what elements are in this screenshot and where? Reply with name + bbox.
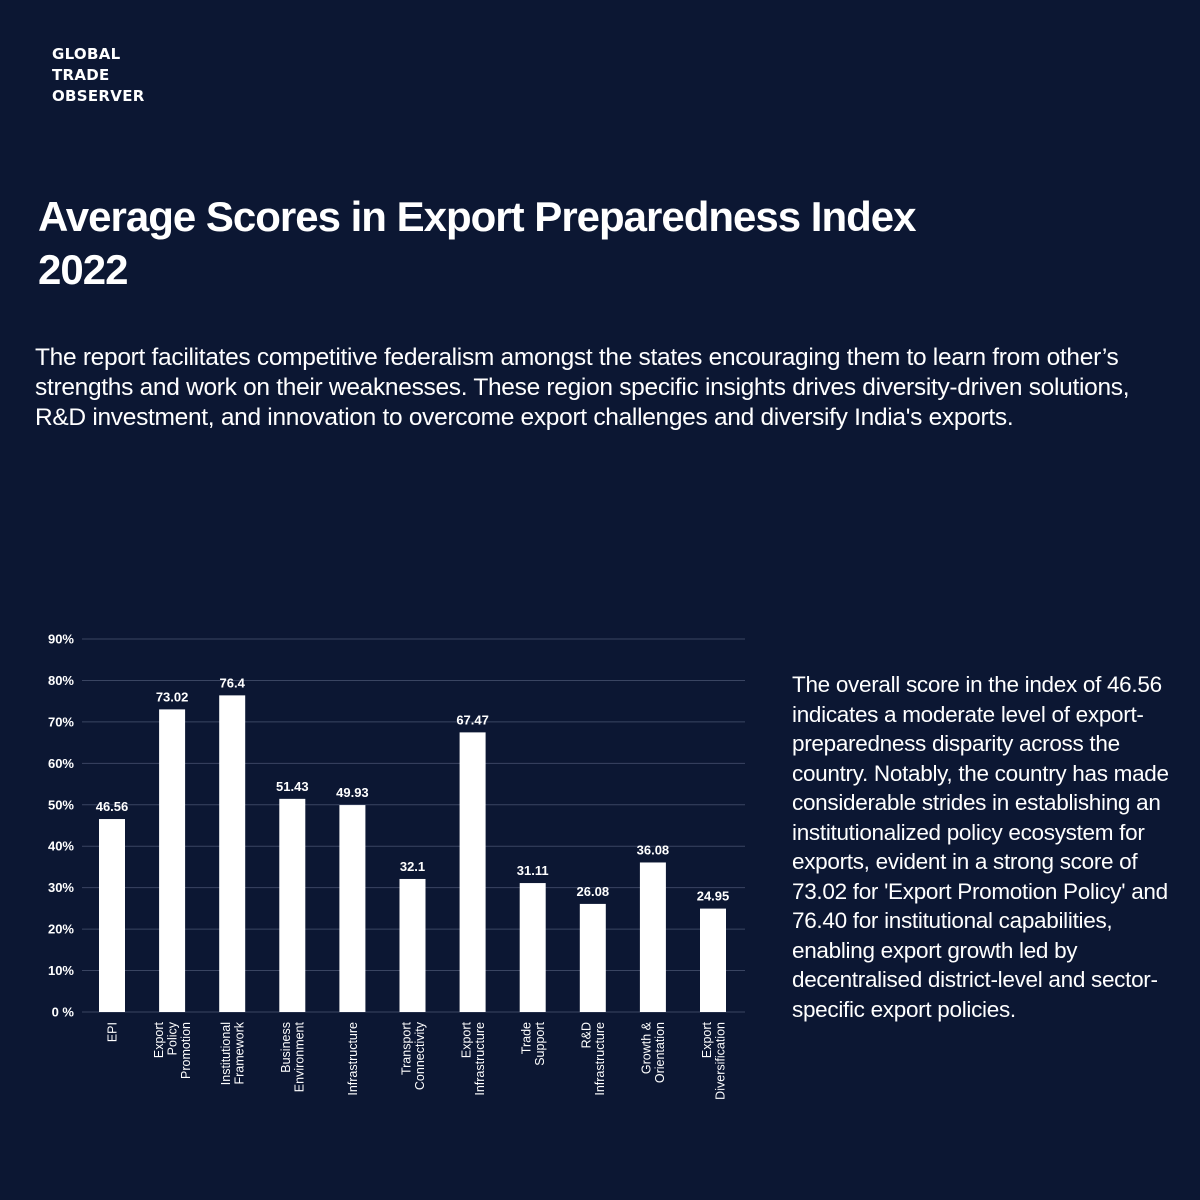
data-label: 24.95: [697, 889, 730, 904]
x-tick-label-line: Growth &: [640, 1021, 654, 1074]
x-tick-label: R&D Infrastructure: [580, 1022, 608, 1096]
bar: [579, 903, 606, 1012]
y-tick-label: 40%: [48, 839, 74, 854]
data-label: 67.47: [456, 712, 489, 727]
bar: [639, 862, 666, 1012]
x-tick-label-line: EPI: [106, 1022, 120, 1042]
data-label: 31.11: [517, 863, 549, 878]
page-title: Average Scores in Export Preparedness In…: [38, 190, 1138, 296]
x-tick-label: Export Policy Promotion: [152, 1021, 193, 1079]
data-label: 32.1: [400, 859, 425, 874]
x-tick-label: Business Environment: [279, 1021, 307, 1092]
y-tick-label: 20%: [48, 922, 74, 937]
data-label: 73.02: [156, 689, 189, 704]
x-tick-label: Export Diversification: [700, 1021, 728, 1099]
data-label: 46.56: [96, 799, 129, 814]
brand-line: OBSERVER: [52, 87, 145, 105]
bar: [99, 819, 125, 1012]
x-tick-label-line: Policy: [166, 1021, 180, 1055]
x-tick-label-line: Export: [459, 1021, 473, 1058]
brand-line: GLOBAL: [52, 45, 121, 63]
brand-logo: GLOBAL TRADE OBSERVER: [52, 44, 145, 107]
bar: [399, 878, 426, 1012]
x-tick-label-line: Infrastructure: [593, 1022, 607, 1096]
x-tick-label-line: Support: [533, 1021, 547, 1065]
y-tick-label: 10%: [48, 963, 74, 978]
x-tick-label-line: Transport: [399, 1021, 413, 1075]
x-tick-label: Infrastructure: [346, 1022, 360, 1096]
commentary-paragraph: The overall score in the index of 46.56 …: [792, 672, 1169, 1022]
intro-paragraph: The report facilitates competitive feder…: [35, 344, 1130, 431]
x-tick-label-line: Export: [152, 1021, 166, 1058]
title-line: Average Scores in Export Preparedness In…: [38, 193, 917, 240]
x-tick-label: Trade Support: [519, 1021, 547, 1065]
y-tick-label: 80%: [48, 673, 74, 688]
bar: [159, 709, 186, 1012]
x-tick-label: Growth & Orientation: [640, 1021, 668, 1083]
bar: [519, 883, 546, 1012]
x-tick-label-line: Environment: [293, 1021, 307, 1092]
bar: [219, 695, 246, 1012]
bar-chart: 0 % 10% 20% 30% 40% 50% 60% 70% 80% 90% 46.56 EPI 73…: [48, 632, 745, 1100]
x-tick-label-line: Business: [279, 1022, 293, 1073]
x-tick-label: EPI: [106, 1022, 120, 1042]
data-label: 76.4: [220, 675, 246, 690]
bar: [700, 908, 726, 1012]
x-tick-label-line: Connectivity: [413, 1021, 427, 1090]
y-tick-label: 30%: [48, 880, 74, 895]
bar: [279, 798, 306, 1012]
bar: [459, 732, 486, 1012]
x-tick-label-line: Trade: [519, 1022, 533, 1054]
data-label: 26.08: [577, 884, 610, 899]
data-label: 51.43: [276, 779, 309, 794]
y-tick-label: 70%: [48, 714, 74, 729]
x-tick-label-line: Framework: [232, 1021, 246, 1084]
x-tick-label-line: Institutional: [219, 1022, 233, 1085]
x-tick-label-line: Infrastructure: [346, 1022, 360, 1096]
x-tick-label-line: Export: [700, 1021, 714, 1058]
x-tick-label-line: Promotion: [179, 1022, 193, 1079]
x-tick-label-line: Infrastructure: [473, 1022, 487, 1096]
y-tick-label: 0 %: [52, 1005, 75, 1020]
y-tick-label: 50%: [48, 797, 74, 812]
y-tick-label: 90%: [48, 632, 74, 647]
brand-line: TRADE: [52, 66, 110, 84]
data-label: 49.93: [336, 785, 369, 800]
title-line: 2022: [38, 246, 128, 293]
y-tick-label: 60%: [48, 756, 74, 771]
data-label: 36.08: [637, 842, 670, 857]
x-tick-label-line: R&D: [580, 1022, 594, 1048]
x-tick-label-line: Diversification: [713, 1022, 727, 1100]
x-tick-label: Transport Connectivity: [399, 1021, 427, 1090]
bar: [339, 805, 366, 1012]
x-tick-label: Institutional Framework: [219, 1021, 247, 1085]
x-tick-label-line: Orientation: [653, 1022, 667, 1083]
x-tick-label: Export Infrastructure: [459, 1021, 487, 1095]
